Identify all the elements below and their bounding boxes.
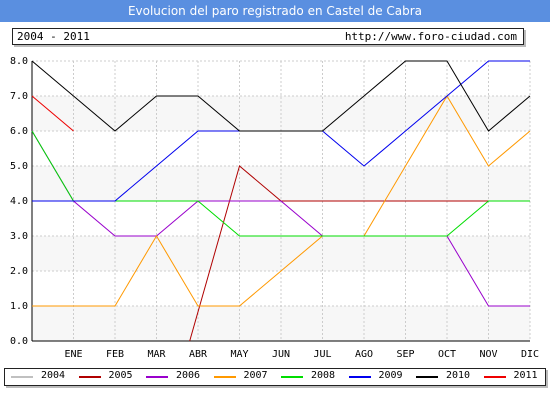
x-tick-label: SEP [396,349,414,360]
legend-label: 2011 [513,370,538,381]
x-tick-label: AGO [355,349,373,360]
y-tick-label: 4.0 [10,196,28,207]
legend-item-2009: 2009 [348,369,411,385]
plot-band [32,166,530,201]
chart-title: Evolucion del paro registrado en Castel … [0,0,550,22]
y-tick-label: 5.0 [10,161,28,172]
legend-label: 2008 [311,370,336,381]
legend-swatch [213,376,236,378]
legend-swatch [11,376,33,378]
legend-swatch [348,376,371,378]
x-tick-label: ABR [189,349,208,360]
y-tick-label: 2.0 [10,266,28,277]
legend-swatch [78,376,101,378]
legend-item-2004: 2004 [11,369,73,385]
year-range: 2004 - 2011 [17,30,90,43]
legend-label: 2004 [41,370,66,381]
x-tick-label: MAR [147,349,166,360]
x-tick-label: ENE [64,349,82,360]
y-tick-label: 1.0 [10,301,28,312]
x-tick-label: MAY [230,349,248,360]
x-tick-label: FEB [106,349,124,360]
legend-label: 2010 [446,370,471,381]
y-tick-label: 3.0 [10,231,28,242]
legend-swatch [483,376,506,378]
legend-label: 2005 [108,370,133,381]
x-tick-label: DIC [521,349,539,360]
x-tick-label: NOV [479,349,497,360]
y-tick-label: 7.0 [10,91,28,102]
y-tick-label: 6.0 [10,126,28,137]
x-tick-label: JUN [272,349,290,360]
legend-item-2006: 2006 [146,369,208,385]
series-line-2010 [31,60,531,132]
plot-band [32,306,530,341]
legend-swatch [146,376,168,378]
legend-label: 2009 [378,370,403,381]
legend-label: 2007 [243,370,268,381]
info-bar: 2004 - 2011 http://www.foro-ciudad.com [12,28,524,45]
y-tick-label: 8.0 [10,56,28,67]
legend-item-2010: 2010 [416,369,478,385]
x-tick-label: OCT [438,349,456,360]
series-line-2005 [189,165,530,342]
legend-item-2011: 2011 [483,369,546,385]
legend-label: 2006 [176,370,201,381]
legend-item-2007: 2007 [213,369,276,385]
series-line-2011 [31,95,74,132]
legend: 2004 2005 2006 2007 2008 2009 2010 2011 [4,368,546,386]
legend-item-2005: 2005 [78,369,141,385]
legend-item-2008: 2008 [281,369,343,385]
legend-swatch [416,376,438,378]
x-tick-label: JUL [313,349,331,360]
legend-swatch [281,376,303,378]
y-tick-label: 0.0 [10,336,28,347]
source-url[interactable]: http://www.foro-ciudad.com [344,30,517,43]
